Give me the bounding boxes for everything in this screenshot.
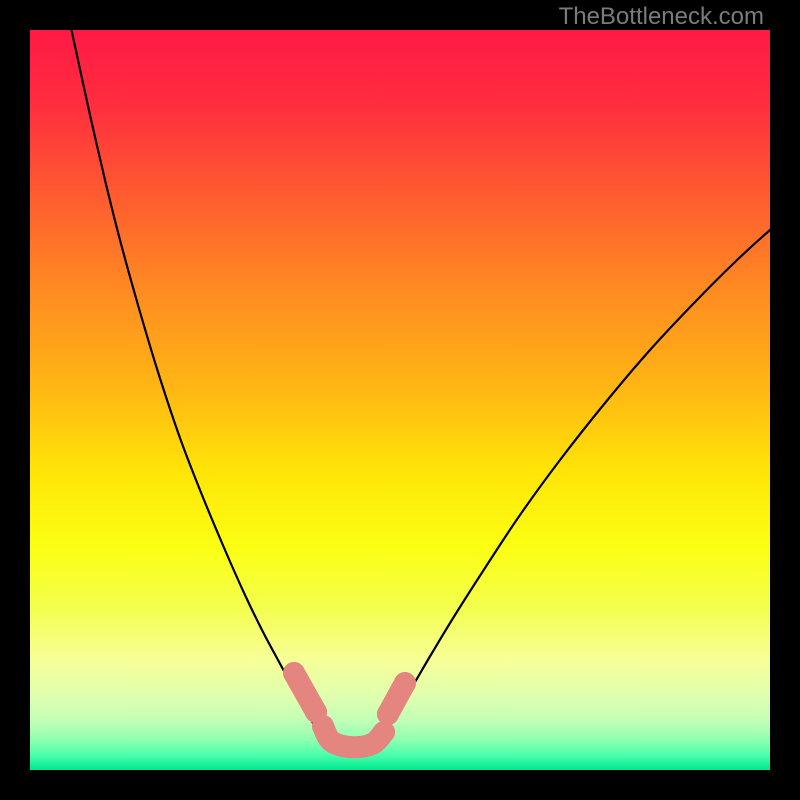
watermark-text: TheBottleneck.com	[559, 3, 764, 31]
curve-right_curve	[378, 205, 770, 741]
marker-dot	[283, 662, 305, 684]
curve-left_curve	[65, 30, 326, 741]
marker-dot	[312, 715, 334, 737]
curve-layer	[30, 30, 770, 770]
marker-dot	[394, 672, 416, 694]
marker-dot	[377, 703, 399, 725]
plot-area	[30, 30, 770, 770]
